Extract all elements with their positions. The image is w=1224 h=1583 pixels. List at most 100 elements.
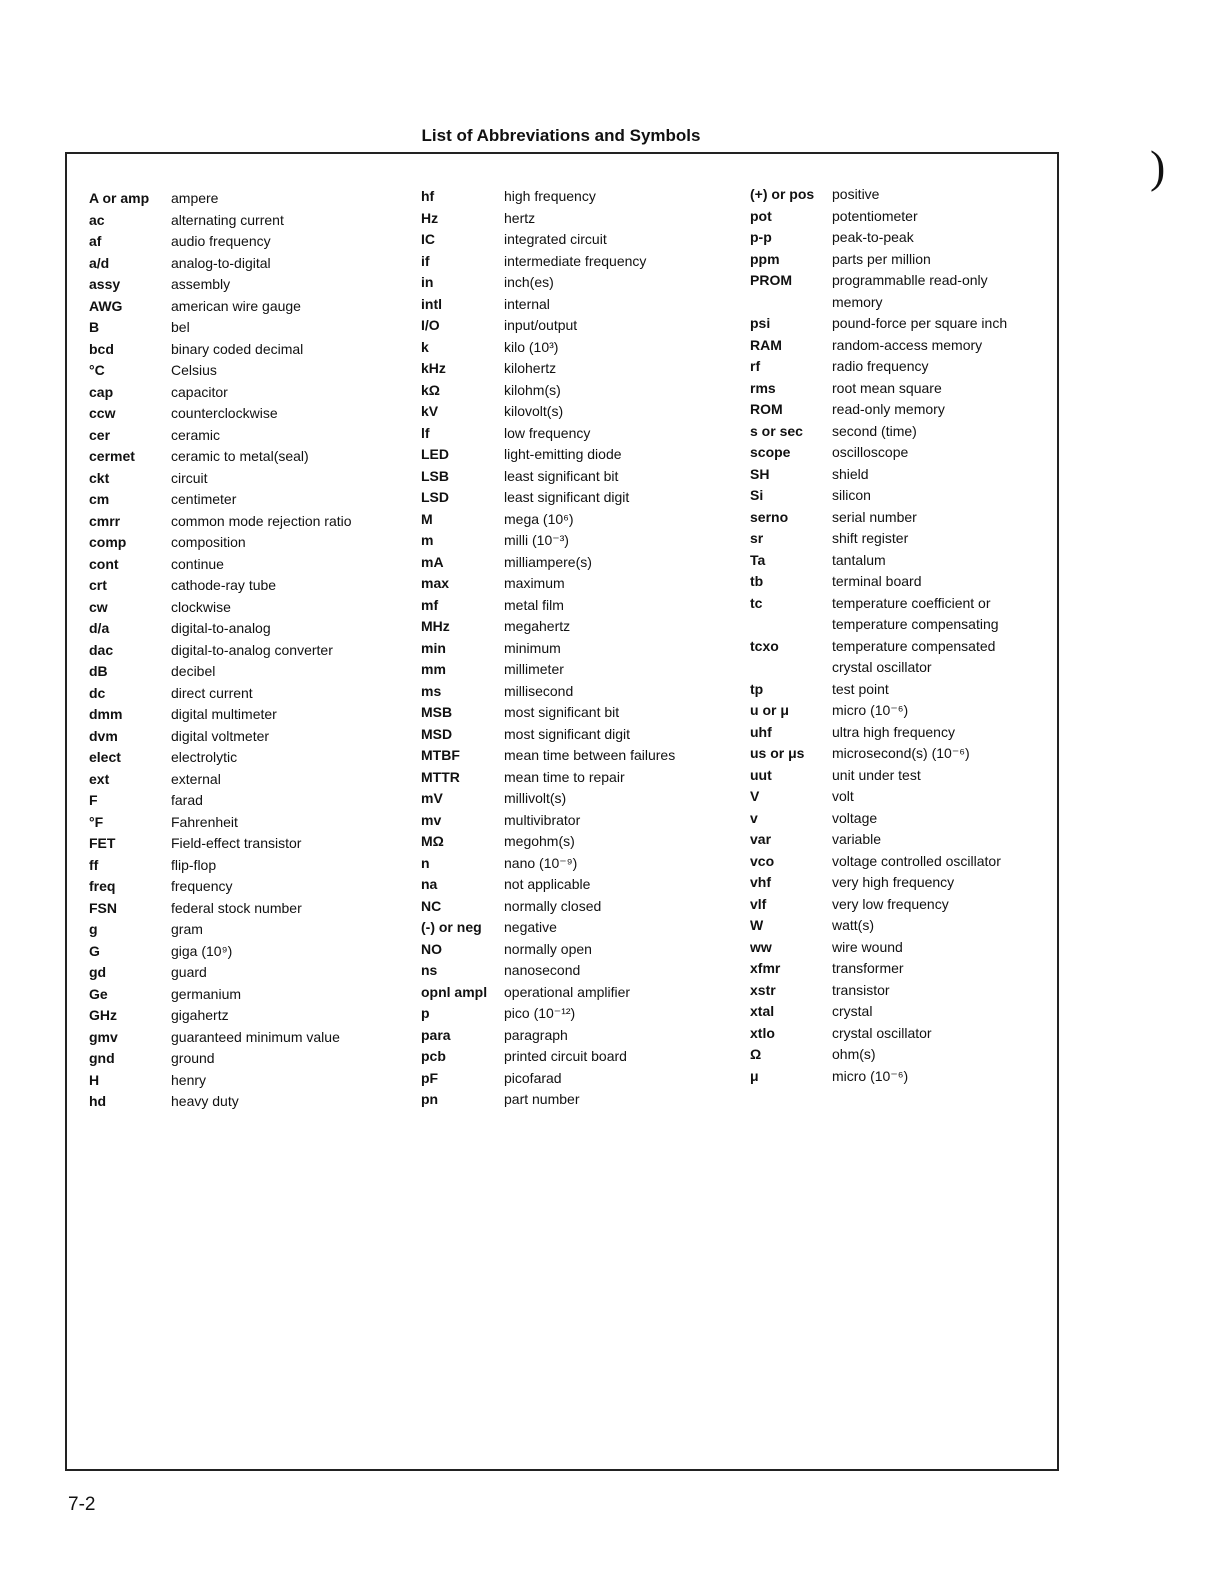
abbreviation: AWG	[89, 297, 123, 314]
definition: electrolytic	[171, 749, 238, 765]
definition: printed circuit board	[504, 1048, 627, 1064]
abbreviation: hf	[421, 188, 435, 204]
definition: normally open	[504, 940, 592, 957]
abbreviation: v	[750, 809, 758, 826]
abbreviation: kV	[421, 403, 439, 419]
abbreviation: xtlo	[750, 1024, 775, 1041]
definition: nanosecond	[504, 962, 581, 978]
abbreviation: g	[89, 921, 98, 937]
definition: read-only memory	[832, 401, 945, 417]
definition: least significant bit	[504, 467, 619, 484]
abbreviation: °F	[89, 813, 104, 830]
abbreviation: opnl ampl	[421, 983, 488, 1000]
abbreviation: lf	[421, 424, 430, 441]
abbreviation: Ge	[89, 985, 108, 1002]
definition: programmablle read-only	[832, 272, 988, 288]
abbreviation: ns	[421, 962, 438, 978]
definition: ohm(s)	[832, 1046, 876, 1062]
abbreviation: us or μs	[750, 745, 805, 761]
abbreviation: A or amp	[89, 190, 150, 206]
abbreviation: FET	[89, 835, 116, 851]
definition: transformer	[832, 960, 904, 976]
definition: metal film	[504, 596, 564, 613]
abbreviation: mV	[421, 790, 443, 806]
definition: oscilloscope	[832, 444, 909, 460]
abbreviation: B	[89, 319, 100, 335]
definition: radio frequency	[832, 358, 929, 374]
abbreviation: FSN	[89, 899, 117, 916]
definition: tantalum	[832, 551, 886, 568]
abbreviation: xfmr	[750, 960, 781, 976]
abbreviation: mv	[421, 811, 442, 828]
abbreviation: I/O	[421, 317, 440, 333]
definition: megahertz	[504, 618, 571, 634]
definition: common mode rejection ratio	[171, 512, 352, 529]
definition: flip-flop	[171, 856, 217, 873]
abbreviation: cm	[89, 491, 110, 507]
definition: picofarad	[504, 1069, 562, 1086]
definition: wire wound	[832, 938, 903, 955]
abbreviation: d/a	[89, 620, 110, 636]
definition: bel	[171, 319, 190, 335]
definition: light-emitting diode	[504, 446, 622, 462]
definition: pound-force per square inch	[832, 315, 1008, 331]
definition: transistor	[832, 981, 890, 998]
definition: digital multimeter	[171, 706, 277, 722]
definition: pico (10⁻¹²)	[504, 1005, 576, 1021]
definition: serial number	[832, 508, 917, 525]
abbreviation: var	[750, 831, 772, 847]
abbreviation: LED	[421, 446, 449, 462]
definition: nano (10⁻⁹)	[504, 854, 578, 871]
abbreviation: serno	[750, 508, 789, 525]
abbreviation: NC	[421, 897, 442, 914]
definition: test point	[832, 680, 889, 697]
definition: random-access memory	[832, 336, 983, 353]
definition: Fahrenheit	[171, 813, 238, 830]
definition: micro (10⁻⁶)	[832, 1067, 909, 1084]
definition: normally closed	[504, 897, 602, 914]
abbreviation: (+) or pos	[750, 186, 815, 202]
abbreviation: tb	[750, 573, 764, 589]
definition: digital-to-analog	[171, 620, 271, 636]
abbreviation: Hz	[421, 209, 439, 226]
definition: ultra high frequency	[832, 723, 955, 740]
abbreviation: p-p	[750, 229, 772, 245]
abbreviation: p	[421, 1005, 430, 1021]
abbreviation: in	[421, 274, 434, 290]
definition: terminal board	[832, 573, 922, 589]
abbreviation: para	[421, 1026, 451, 1043]
definition: farad	[171, 792, 203, 808]
definition: milli (10⁻³)	[504, 532, 569, 548]
abbreviation: NO	[421, 940, 442, 957]
abbreviation: V	[750, 788, 760, 804]
abbreviation: MSB	[421, 704, 453, 720]
definition: megohm(s)	[504, 833, 575, 849]
definition: henry	[171, 1071, 207, 1088]
definition: gram	[171, 921, 203, 937]
abbreviation: min	[421, 639, 446, 656]
abbreviation: MSD	[421, 725, 453, 742]
abbreviation: MTTR	[421, 768, 460, 785]
abbreviation: vco	[750, 852, 775, 869]
abbreviation: RAM	[750, 336, 782, 353]
abbreviation: LSD	[421, 489, 449, 505]
abbreviation: M	[421, 510, 433, 527]
abbreviation: Ω	[750, 1046, 762, 1062]
abbreviation: bcd	[89, 340, 114, 357]
definition: continue	[171, 555, 224, 572]
abbreviation: pF	[421, 1069, 439, 1086]
abbreviation: (-) or neg	[421, 919, 482, 935]
abbreviation: MΩ	[421, 833, 444, 849]
definition: microsecond(s) (10⁻⁶)	[832, 745, 970, 761]
definition: potentiometer	[832, 207, 918, 224]
abbreviation: sr	[750, 530, 764, 546]
abbreviation: cmrr	[89, 512, 121, 529]
definition: counterclockwise	[171, 405, 278, 421]
definition: very low frequency	[832, 895, 949, 912]
definition: temperature compensating	[832, 616, 999, 632]
abbreviation: xtal	[750, 1003, 775, 1019]
definition: capacitor	[171, 383, 228, 400]
abbreviation: dB	[89, 663, 108, 679]
abbreviation: uut	[750, 766, 772, 783]
abbreviation: mm	[421, 661, 446, 677]
